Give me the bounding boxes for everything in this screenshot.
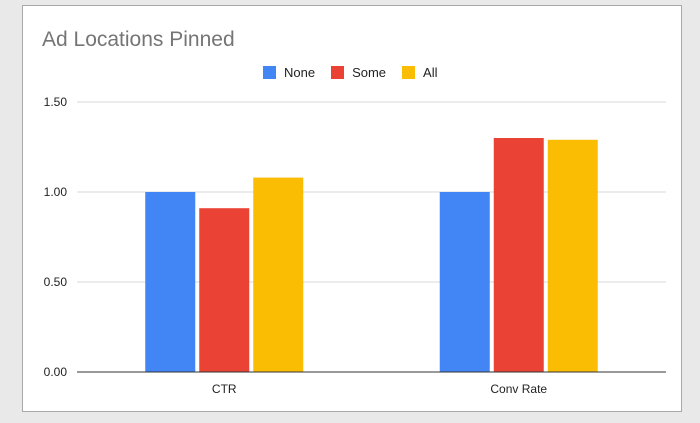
x-category-label-0: CTR [212,382,237,396]
legend-label-all: All [423,65,438,80]
y-tick-label-1: 0.50 [44,275,68,289]
chart-legend: None Some All [263,65,454,80]
y-tick-label-3: 1.50 [44,95,68,109]
bars [145,138,598,372]
y-tick-label-0: 0.00 [44,365,68,379]
y-axis-ticks: 0.00 0.50 1.00 1.50 [44,95,68,379]
legend-swatch-some [331,66,345,79]
y-tick-label-2: 1.00 [44,185,68,199]
bar-ctr-some[interactable] [199,208,250,372]
chart-plot: 0.00 0.50 1.00 1.50 CTR Conv Rate [44,95,666,396]
x-axis-categories: CTR Conv Rate [212,382,548,396]
bar-conv-rate-none[interactable] [439,192,490,372]
legend-swatch-none [263,66,276,79]
legend-item-all[interactable]: All [402,65,438,80]
bar-ctr-none[interactable] [145,192,196,372]
chart-card: Ad Locations Pinned None Some All 0.00 0.… [22,5,682,412]
legend-item-some[interactable]: Some [331,65,386,80]
legend-label-none: None [284,65,316,80]
legend-label-some: Some [352,65,387,80]
legend-item-none[interactable]: None [263,65,315,80]
legend-swatch-all [402,66,416,79]
bar-conv-rate-all[interactable] [547,139,598,372]
bar-conv-rate-some[interactable] [493,138,544,372]
bar-ctr-all[interactable] [253,177,304,372]
chart-title: Ad Locations Pinned [42,28,235,51]
x-category-label-1: Conv Rate [490,382,547,396]
